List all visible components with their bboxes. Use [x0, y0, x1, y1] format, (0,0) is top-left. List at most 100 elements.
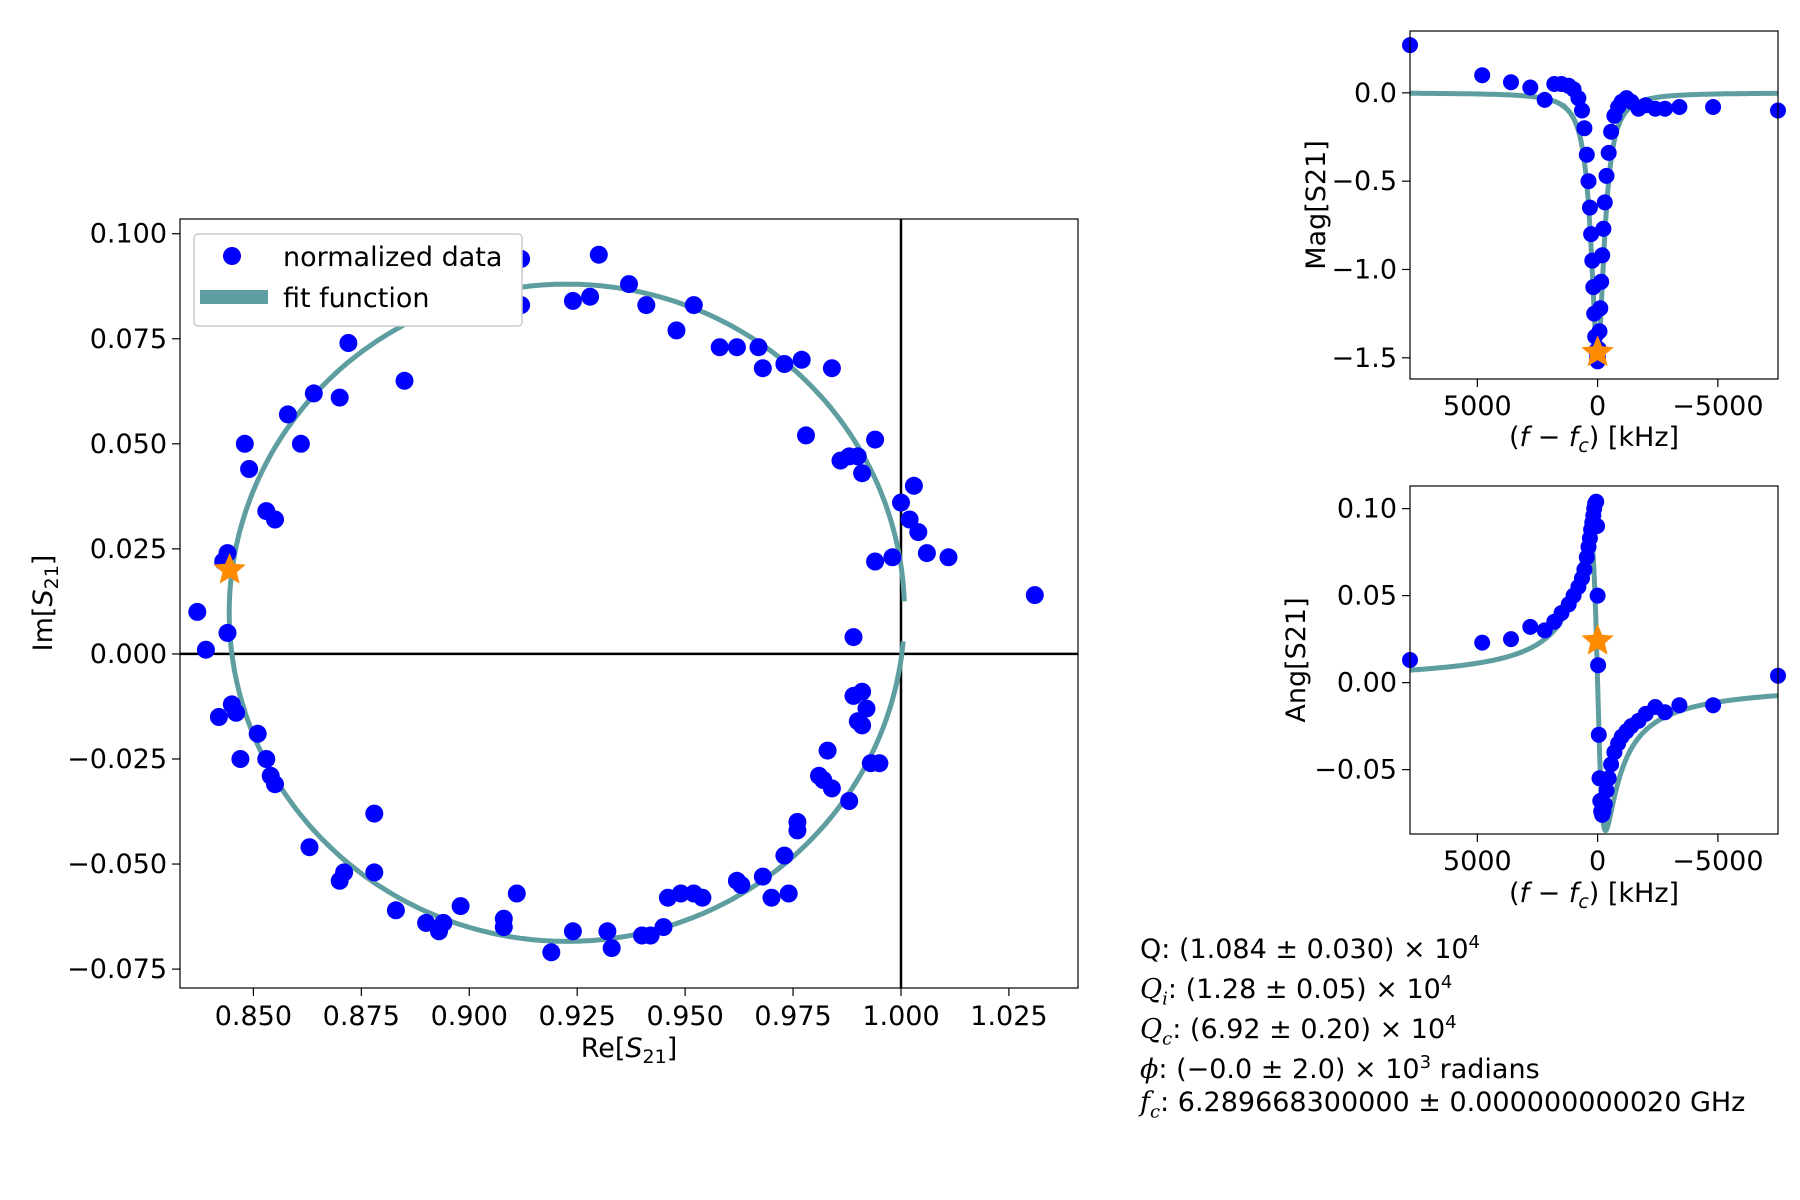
y-tick-label: 0.000 [90, 639, 167, 670]
fit-result-qi: Qi: (1.28 ± 0.05) × 104 [1140, 972, 1453, 1010]
data-point [693, 888, 712, 907]
x-tick-label: 0 [1589, 391, 1606, 422]
data-point [365, 804, 384, 823]
data-point [1576, 561, 1593, 578]
y-tick-label: −0.05 [1314, 755, 1397, 786]
data-point [1705, 697, 1722, 714]
data-point [1590, 726, 1607, 743]
data-point [598, 922, 617, 941]
angle-x-label: (f − fc) [kHz] [1509, 878, 1679, 913]
data-point [257, 750, 276, 768]
data-point [1581, 199, 1598, 216]
x-tick-label: 0 [1589, 846, 1606, 877]
y-tick-label: 0.0 [1354, 78, 1397, 109]
data-point [1594, 247, 1611, 264]
data-point [335, 863, 354, 882]
y-tick-label: −0.050 [67, 849, 167, 880]
y-tick-label: −0.075 [67, 954, 167, 985]
x-tick-label: 0.900 [431, 1001, 508, 1032]
data-point [848, 447, 867, 466]
data-point [240, 460, 259, 478]
data-point [563, 922, 582, 941]
data-point [507, 884, 526, 903]
data-point [797, 426, 815, 445]
data-point [395, 371, 414, 390]
data-point [291, 434, 310, 453]
data-point [753, 359, 772, 378]
angle-y-label: Ang[S21] [1281, 597, 1312, 722]
data-point [883, 548, 902, 567]
data-point [1536, 91, 1553, 108]
data-point [365, 863, 384, 882]
data-point [775, 846, 794, 865]
data-point [866, 430, 885, 449]
magnitude-data-points [1402, 37, 1786, 370]
data-point [1596, 796, 1613, 813]
data-point [563, 291, 582, 310]
data-point [775, 355, 794, 373]
data-point [209, 708, 228, 726]
data-point [235, 434, 254, 453]
plot-frame [179, 218, 1079, 989]
data-point [792, 350, 811, 369]
data-point [196, 640, 215, 659]
x-tick-label: 1.000 [862, 1001, 939, 1032]
data-point [339, 334, 358, 352]
data-point [732, 876, 751, 894]
data-point [822, 779, 841, 798]
data-point [1522, 79, 1539, 96]
data-point [671, 884, 690, 903]
data-point [589, 245, 608, 264]
data-point [386, 901, 405, 920]
data-point [1590, 657, 1607, 674]
data-point [1603, 123, 1620, 140]
data-point [1592, 300, 1609, 317]
y-tick-label: −1.5 [1331, 343, 1397, 374]
legend-marker-data [223, 247, 241, 265]
data-point [266, 775, 284, 794]
fit-result-q: Q: (1.084 ± 0.030) × 104 [1140, 932, 1480, 965]
data-point [1570, 90, 1587, 107]
fit-result-qc: Qc: (6.92 ± 0.20) × 104 [1140, 1012, 1457, 1050]
y-tick-label: 0.10 [1337, 494, 1397, 525]
data-point [853, 682, 872, 701]
x-axis-ticks: 0.850 0.875 0.900 0.925 0.950 0.975 1.000 1.025 [215, 988, 1048, 1032]
data-point [892, 493, 910, 512]
y-axis-ticks: −0.075 −0.050 −0.025 0.000 0.025 0.050 0.075 0.… [67, 219, 180, 985]
data-point [710, 338, 729, 357]
data-point [581, 287, 600, 306]
data-point [218, 623, 237, 642]
resonance-marker [213, 552, 246, 584]
angle-chart: 5000 0 −5000 0.10 0.05 0.00 −0.05 (f − fc) [k… [1281, 485, 1786, 913]
data-point [218, 544, 237, 563]
magnitude-y-label: Mag[S21] [1301, 140, 1332, 270]
angle-data-points [1402, 493, 1786, 823]
data-point [451, 897, 470, 916]
iq-circle-chart: 0.850 0.875 0.900 0.925 0.950 0.975 1.000 1.025… [28, 218, 1079, 1068]
data-points [188, 245, 1044, 962]
magnitude-chart: 5000 0 −5000 0.0 −0.5 −1.0 −1.5 (f − fc) [kHz… [1301, 30, 1786, 457]
x-tick-label: 5000 [1443, 391, 1512, 422]
data-point [853, 464, 872, 483]
angle-y-ticks: 0.10 0.05 0.00 −0.05 [1314, 494, 1410, 786]
data-point [1589, 518, 1606, 534]
data-point [909, 523, 928, 542]
x-tick-label: −5000 [1672, 391, 1763, 422]
data-point [853, 716, 872, 735]
data-point [1588, 493, 1605, 510]
angle-plot-frame [1409, 485, 1779, 835]
fit-circle [226, 281, 907, 944]
x-tick-label: 0.875 [323, 1001, 400, 1032]
fit-result-phi: ϕ: (−0.0 ± 2.0) × 103 radians [1140, 1052, 1540, 1085]
data-point [637, 296, 656, 315]
data-point [749, 338, 768, 357]
data-point [231, 750, 250, 768]
data-point [1578, 146, 1595, 163]
legend-box [193, 233, 523, 327]
data-point [1503, 631, 1519, 648]
data-point [278, 405, 297, 424]
data-point [266, 510, 284, 529]
data-point [1671, 697, 1688, 714]
data-point [542, 943, 561, 962]
star-marker [1581, 623, 1614, 655]
